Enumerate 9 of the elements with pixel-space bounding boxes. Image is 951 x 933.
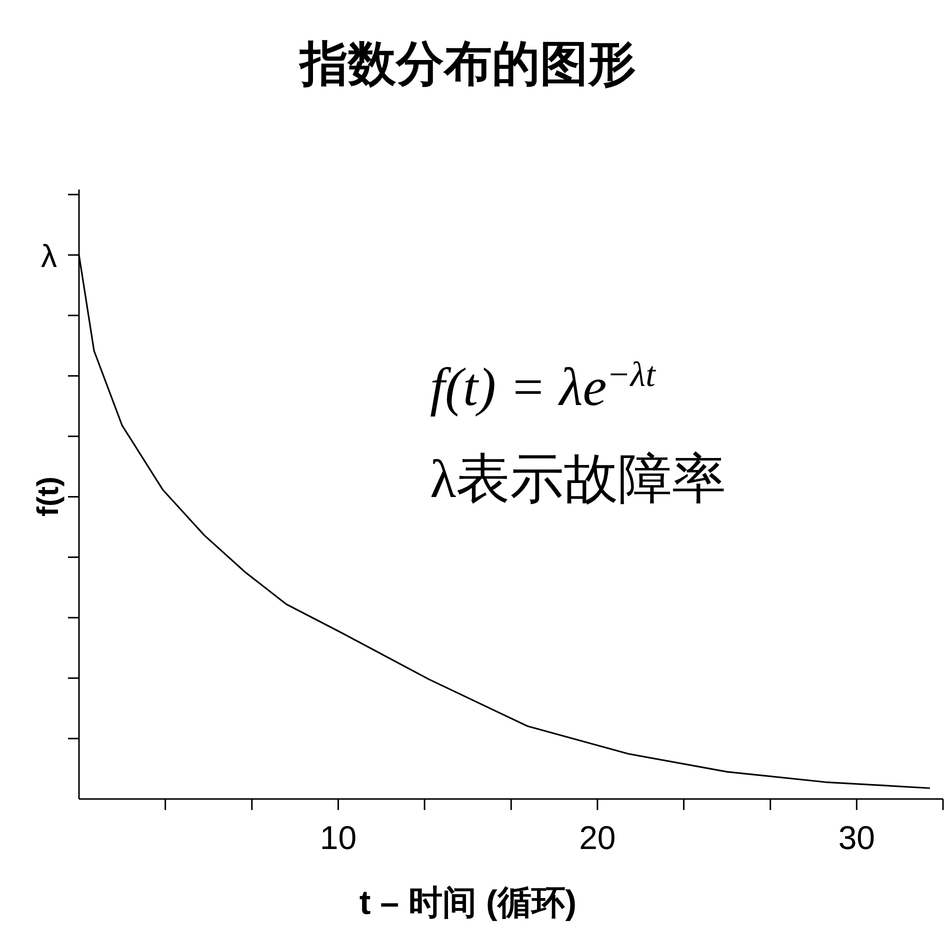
x-axis-title: t – 时间 (循环)	[359, 884, 577, 922]
annotation: f(t) = λe$^{−λt}$	[430, 354, 657, 417]
chart-title: 指数分布的图形	[298, 38, 636, 91]
x-tick-label: 30	[838, 819, 876, 856]
annotation: λ	[41, 238, 57, 274]
x-tick-label: 20	[579, 819, 616, 856]
x-tick-label: 10	[320, 819, 357, 856]
y-axis-title: f(t)	[32, 476, 65, 517]
annotation: λ表示故障率	[430, 449, 726, 509]
